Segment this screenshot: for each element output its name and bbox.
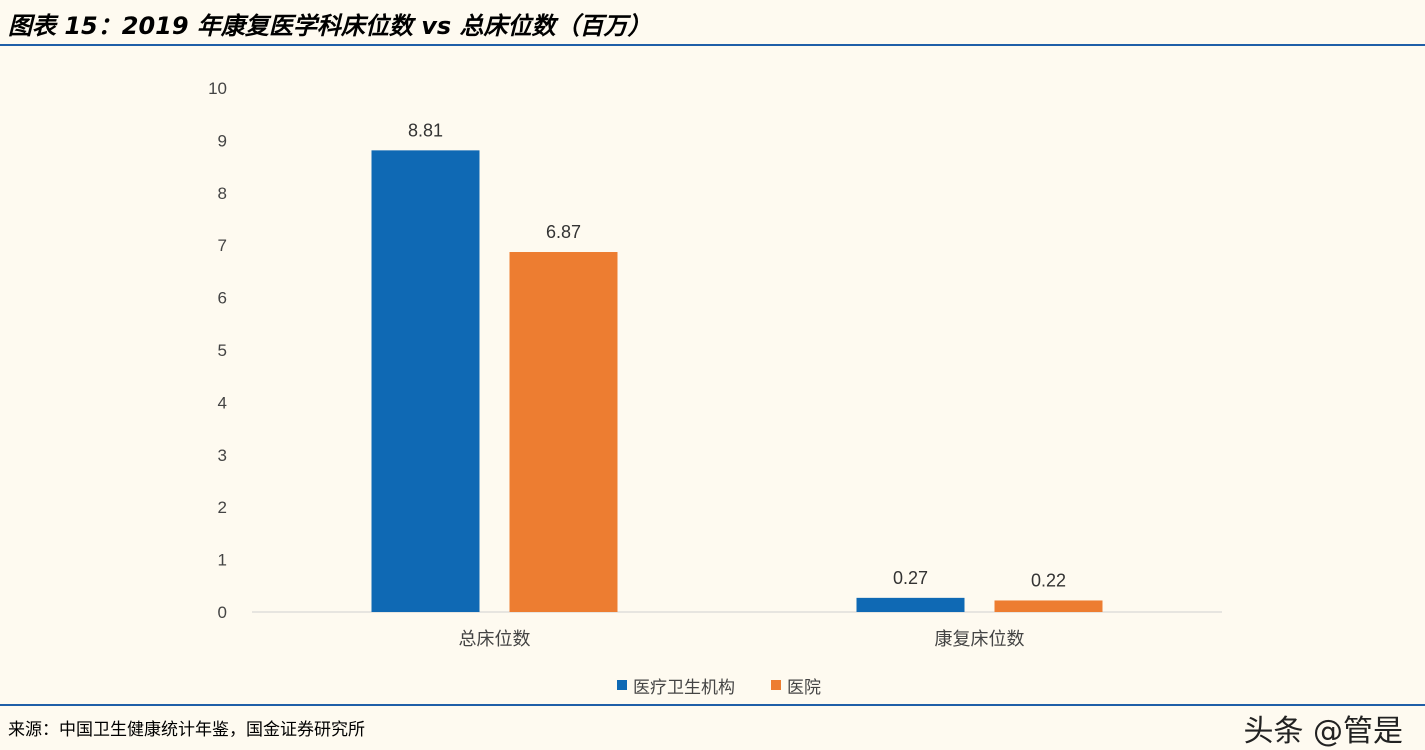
x-category-label: 总床位数 bbox=[459, 629, 531, 650]
data-label: 6.87 bbox=[546, 222, 581, 242]
y-tick-label: 2 bbox=[218, 498, 227, 517]
y-tick-label: 3 bbox=[218, 446, 227, 465]
y-tick-label: 10 bbox=[208, 79, 227, 98]
y-tick-label: 9 bbox=[218, 131, 227, 150]
y-tick-label: 4 bbox=[218, 393, 227, 412]
chart-area: 0 1 2 3 4 5 6 7 8 9 10 8.81 6.87 总床位数 0.27 0.22 康复床位数 医疗… bbox=[0, 46, 1425, 704]
source-note: 来源：中国卫生健康统计年鉴，国金证券研究所 bbox=[8, 720, 365, 740]
legend-item-series-1: 医院 bbox=[771, 673, 821, 698]
y-tick-label: 5 bbox=[218, 341, 227, 360]
y-tick-label: 6 bbox=[218, 289, 227, 308]
legend-swatch-series-1 bbox=[771, 680, 781, 690]
chart-title: 图表 15：2019 年康复医学科床位数 vs 总床位数（百万） bbox=[8, 12, 652, 40]
legend-swatch-series-0 bbox=[617, 680, 627, 690]
y-tick-label: 1 bbox=[218, 551, 227, 570]
footer: 来源：中国卫生健康统计年鉴，国金证券研究所 头条 @管是 bbox=[0, 704, 1425, 750]
legend: 医疗卫生机构 医院 bbox=[0, 673, 1425, 698]
bar-series-1-cat-1 bbox=[994, 600, 1103, 612]
header: 图表 15：2019 年康复医学科床位数 vs 总床位数（百万） bbox=[0, 0, 1425, 46]
x-category-label: 康复床位数 bbox=[935, 629, 1025, 650]
y-tick-label: 0 bbox=[218, 603, 227, 622]
y-tick-label: 7 bbox=[218, 236, 227, 255]
data-label: 0.27 bbox=[893, 568, 928, 588]
data-label: 0.22 bbox=[1031, 570, 1066, 590]
watermark: 头条 @管是 bbox=[1243, 714, 1403, 749]
y-tick-label: 8 bbox=[218, 184, 227, 203]
legend-label-series-0: 医疗卫生机构 bbox=[633, 677, 735, 698]
data-label: 8.81 bbox=[408, 120, 443, 140]
bar-series-1-cat-0 bbox=[509, 252, 618, 612]
bar-series-0-cat-0 bbox=[371, 150, 480, 612]
bar-chart: 0 1 2 3 4 5 6 7 8 9 10 8.81 6.87 总床位数 0.27 0.22 康复床位数 bbox=[208, 79, 1222, 650]
bar-series-0-cat-1 bbox=[856, 597, 965, 612]
legend-item-series-0: 医疗卫生机构 bbox=[617, 673, 735, 698]
legend-label-series-1: 医院 bbox=[787, 677, 821, 698]
